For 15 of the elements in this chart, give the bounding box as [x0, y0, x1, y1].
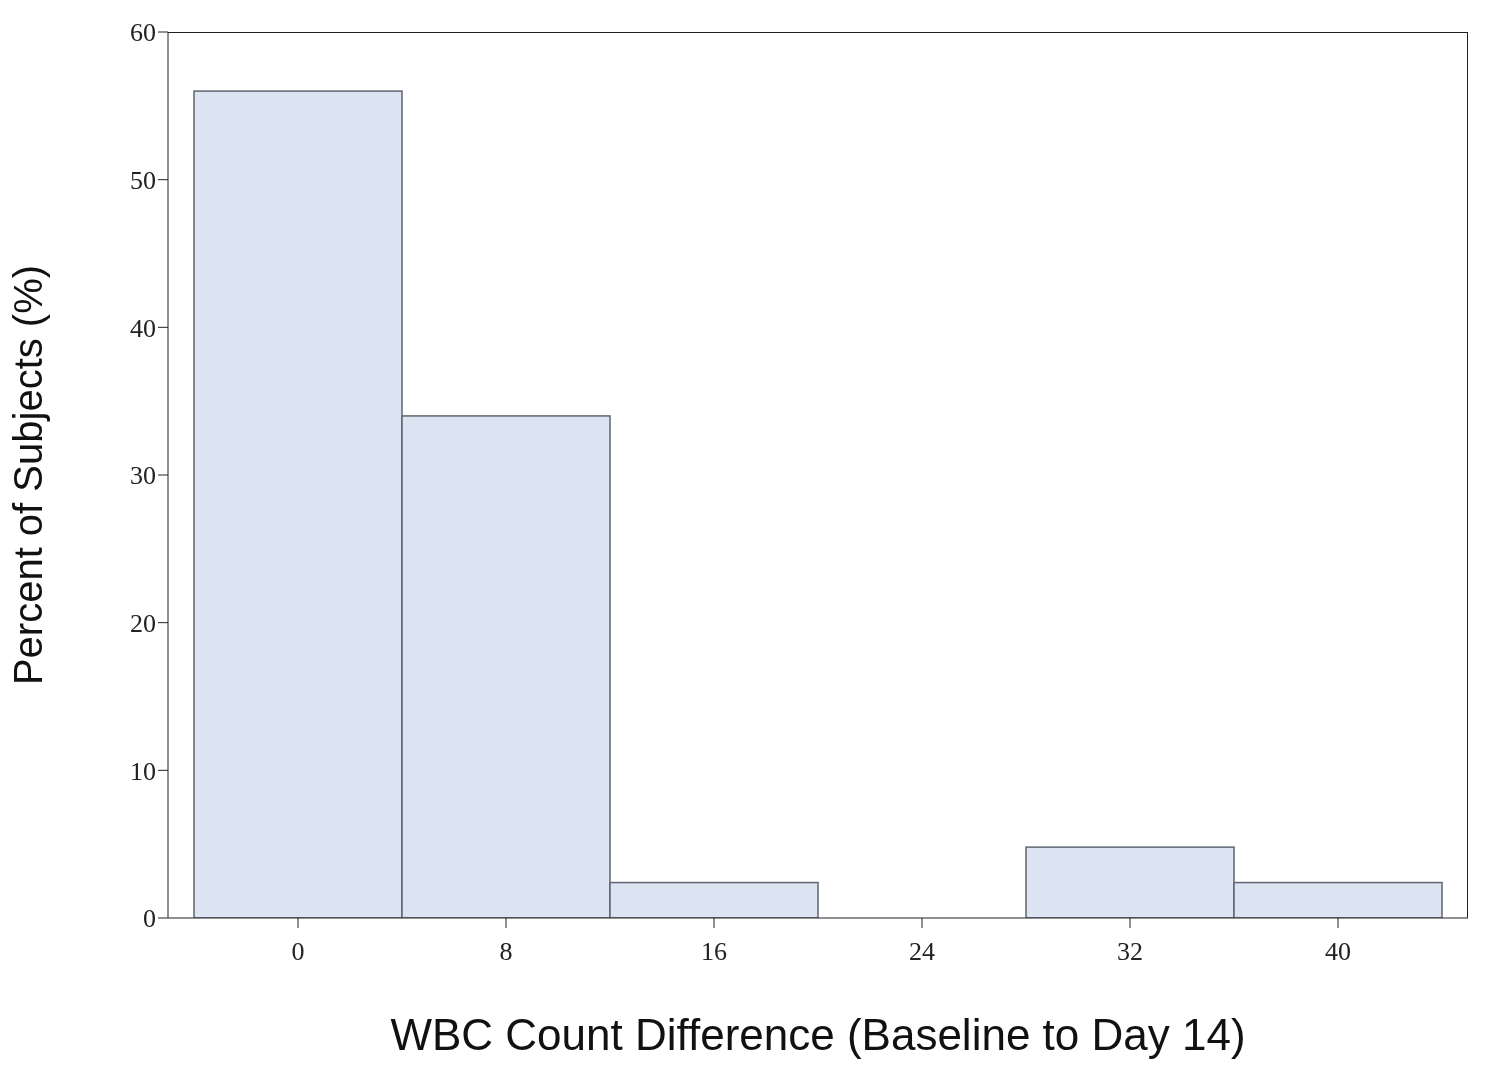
x-tick-label: 24	[909, 937, 935, 967]
x-axis-title: WBC Count Difference (Baseline to Day 14)	[390, 1010, 1246, 1059]
y-tick-label: 60	[130, 18, 156, 48]
y-tick-label: 50	[130, 165, 156, 195]
x-tick-label: 32	[1117, 937, 1143, 967]
y-tick-label: 20	[130, 608, 156, 638]
y-tick-label: 40	[130, 313, 156, 343]
x-tick-label: 16	[701, 937, 727, 967]
y-tick-label: 10	[130, 756, 156, 786]
x-tick-label: 8	[499, 937, 513, 967]
x-tick-label: 0	[291, 937, 305, 967]
x-tick-label: 40	[1325, 937, 1351, 967]
y-axis-title: Percent of Subjects (%)	[6, 264, 51, 686]
y-tick-label: 30	[130, 461, 156, 491]
y-tick-label: 0	[143, 904, 156, 934]
